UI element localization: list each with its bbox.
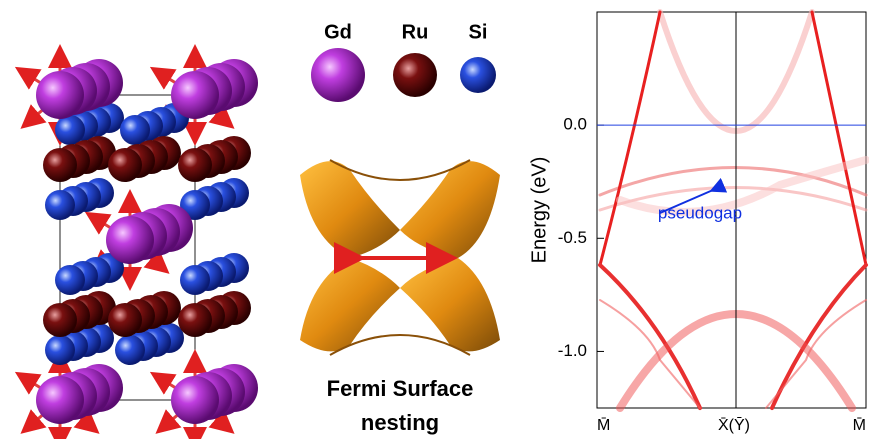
atom xyxy=(115,335,145,365)
atom xyxy=(120,115,150,145)
annotation: pseudogap xyxy=(658,203,742,222)
legend-atom xyxy=(460,57,496,93)
atom xyxy=(178,148,212,182)
x-tick-label: M̄ xyxy=(853,417,866,434)
y-tick-label: -1.0 xyxy=(558,341,587,360)
y-tick-label: -0.5 xyxy=(558,228,587,247)
unit-cell xyxy=(59,94,196,401)
legend-label: Ru xyxy=(402,21,429,43)
atom xyxy=(108,148,142,182)
atom xyxy=(43,148,77,182)
atom xyxy=(43,303,77,337)
caption: Fermi Surface xyxy=(327,376,474,401)
caption: nesting xyxy=(361,410,439,435)
atom xyxy=(45,335,75,365)
atom xyxy=(178,303,212,337)
y-axis-label: Energy (eV) xyxy=(528,157,550,264)
atom xyxy=(36,71,84,119)
x-tick-label: M̄ xyxy=(597,417,610,434)
atom xyxy=(55,115,85,145)
atom xyxy=(106,216,154,264)
atom xyxy=(55,265,85,295)
band-plot: 0.0 -0.5 -1.0 M̄ X̄(Ȳ) M̄ pseudogap Energy (e… xyxy=(528,9,869,434)
legend-label: Si xyxy=(469,21,488,43)
crystal-structure xyxy=(14,44,258,439)
atom xyxy=(45,190,75,220)
atom xyxy=(180,265,210,295)
legend-atom xyxy=(311,48,365,102)
atom xyxy=(108,303,142,337)
atom xyxy=(171,376,219,424)
y-tick-label: 0.0 xyxy=(563,115,587,134)
atom xyxy=(36,376,84,424)
atom xyxy=(180,190,210,220)
x-tick-label: X̄(Ȳ) xyxy=(718,416,750,434)
fermi-surface xyxy=(300,159,500,356)
legend-label: Gd xyxy=(324,21,352,43)
legend-atom xyxy=(393,53,437,97)
atom xyxy=(171,71,219,119)
